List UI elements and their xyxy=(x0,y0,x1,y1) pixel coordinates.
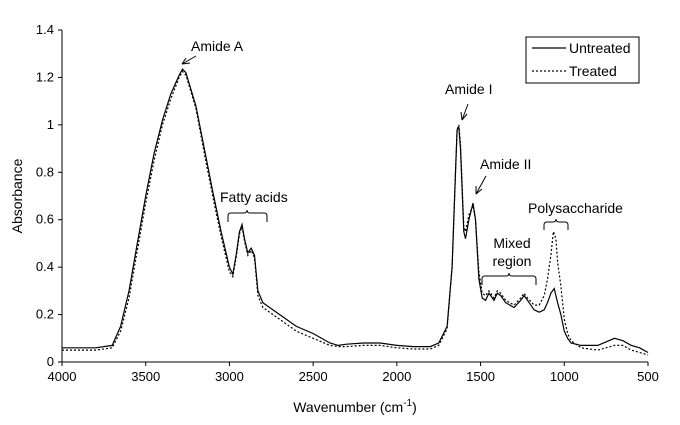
x-axis-title-main: Wavenumber (cm xyxy=(293,399,403,415)
x-axis-title: Wavenumber (cm-1) xyxy=(293,398,417,415)
x-tick-label: 3500 xyxy=(131,369,160,384)
series-line-treated xyxy=(62,70,649,356)
x-tick-label: 1500 xyxy=(466,369,495,384)
x-tick-label: 2500 xyxy=(299,369,328,384)
legend-label-treated: Treated xyxy=(569,63,617,79)
annotation-mixed: Mixed xyxy=(493,235,530,251)
annotation-amide-ii-arrowhead xyxy=(475,186,483,195)
legend-box xyxy=(525,36,640,84)
annotation-amide-a-arrow xyxy=(181,55,197,65)
annotation-polysaccharide: Polysaccharide xyxy=(528,200,623,216)
y-tick-label: 0.8 xyxy=(36,164,54,179)
y-tick-label: 0 xyxy=(47,354,54,369)
x-tick-label: 1000 xyxy=(550,369,579,384)
annotation-fatty-acids-brace xyxy=(227,209,268,222)
annotations: Amide A Fatty acids Amide I Amide II Mix… xyxy=(181,38,623,285)
annotation-polysaccharide-brace xyxy=(543,218,569,230)
annotation-amide-ii-arrow xyxy=(475,175,487,195)
y-tick-label: 0.4 xyxy=(36,259,54,274)
legend: Untreated Treated xyxy=(525,36,640,84)
x-axis-title-end: ) xyxy=(412,399,417,415)
annotation-fatty-acids: Fatty acids xyxy=(220,189,288,205)
annotation-region: region xyxy=(493,253,532,269)
y-tick-label: 0.6 xyxy=(36,212,54,227)
series-layer xyxy=(62,68,649,356)
annotation-amide-ii: Amide II xyxy=(480,156,531,172)
series-line-untreated xyxy=(62,68,649,354)
annotation-mixed-region-brace xyxy=(481,272,537,285)
plot-area xyxy=(61,30,648,363)
x-tick-label: 4000 xyxy=(48,369,77,384)
x-axis-title-sup: -1 xyxy=(403,398,412,409)
y-tick-label: 1.4 xyxy=(36,22,54,37)
annotation-amide-a-arrowhead xyxy=(181,57,191,65)
x-tick-label: 2000 xyxy=(382,369,411,384)
y-tick-label: 1.2 xyxy=(36,69,54,84)
y-axis-title: Absorbance xyxy=(9,158,25,233)
annotation-amide-a: Amide A xyxy=(191,38,244,54)
annotation-amide-i: Amide I xyxy=(445,81,492,97)
x-ticks: 4000 3500 3000 2500 2000 1500 1000 500 xyxy=(48,362,659,384)
x-tick-label: 500 xyxy=(637,369,659,384)
y-tick-label: 1 xyxy=(47,117,54,132)
legend-label-untreated: Untreated xyxy=(569,40,630,56)
annotation-amide-i-arrowhead xyxy=(460,111,468,121)
annotation-amide-i-arrow xyxy=(461,103,469,121)
y-ticks: 0 0.2 0.4 0.6 0.8 1 1.2 1.4 xyxy=(36,22,62,369)
x-tick-label: 3000 xyxy=(215,369,244,384)
y-tick-label: 0.2 xyxy=(36,307,54,322)
